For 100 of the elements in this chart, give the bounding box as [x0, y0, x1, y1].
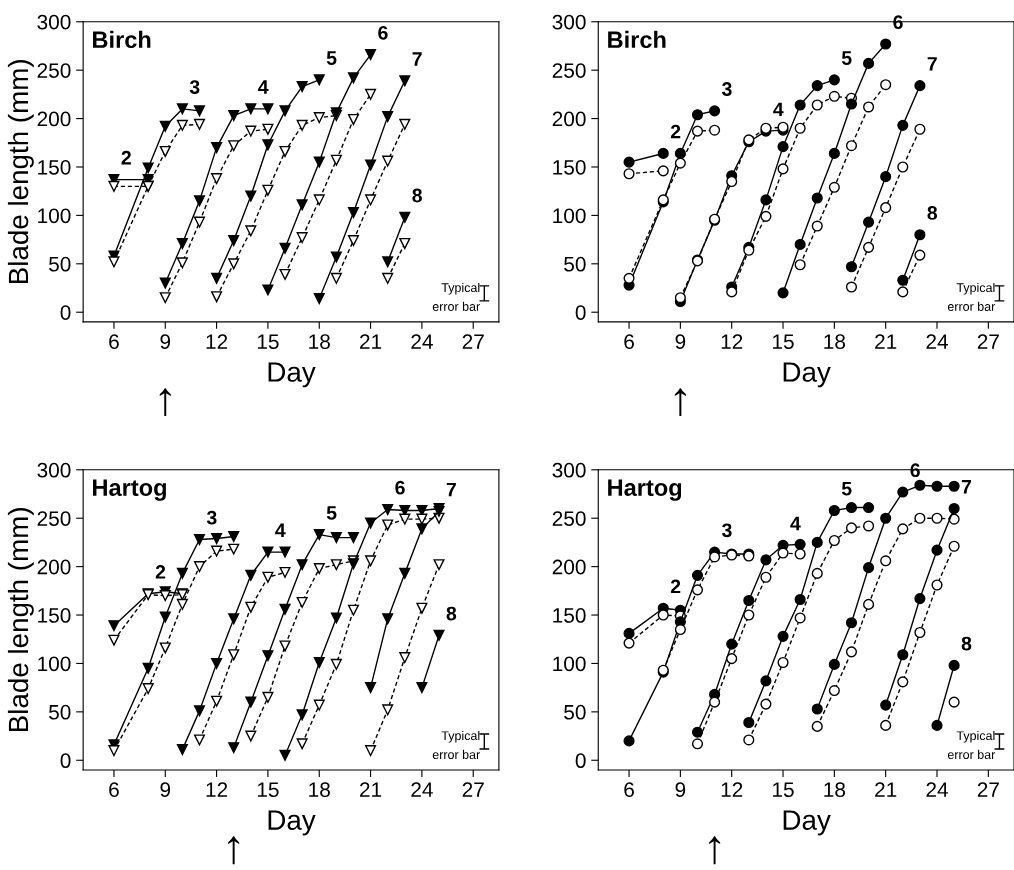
y-tick-label: 50: [564, 704, 586, 720]
x-tick-label: 12: [206, 334, 228, 349]
x-tick-label: 15: [773, 782, 794, 798]
x-tick-label: 15: [257, 782, 279, 798]
x-tick-label: 9: [675, 782, 686, 798]
chart-title: Hartog: [608, 479, 682, 501]
y-tick-label: 50: [49, 704, 71, 720]
x-tick-label: 9: [675, 334, 686, 350]
y-tick-label: 0: [575, 753, 586, 769]
y-tick-label: 200: [552, 111, 586, 127]
x-tick-label: 24: [926, 334, 948, 349]
x-tick-label: 12: [206, 782, 228, 797]
annotation: Typical error bar: [947, 730, 996, 760]
annotation: 4: [258, 80, 269, 94]
y-tick-label: 0: [575, 305, 586, 320]
x-tick-label: 15: [773, 334, 794, 350]
y-tick-label: 300: [37, 14, 71, 30]
x-tick-label: 21: [360, 334, 382, 349]
annotation: 2: [670, 124, 681, 139]
y-tick-label: 100: [38, 656, 71, 672]
y-tick-label: 150: [553, 608, 586, 623]
annotation: 5: [841, 481, 852, 496]
x-tick-label: 27: [462, 782, 484, 797]
annotation: Typical error bar: [432, 730, 480, 760]
y-tick-label: 100: [553, 656, 586, 672]
y-tick-label: 0: [60, 753, 71, 769]
x-tick-label: 18: [824, 334, 846, 350]
chart-title: Birch: [608, 30, 666, 49]
y-axis-title: Blade length (mm): [7, 508, 34, 732]
x-tick-label: 6: [109, 782, 119, 798]
chart-title: Hartog: [93, 479, 166, 501]
y-tick-label: 300: [552, 462, 586, 478]
text: ↑: [228, 836, 240, 865]
y-tick-label: 200: [37, 111, 71, 127]
x-tick-label: 15: [257, 334, 279, 350]
annotation: 4: [790, 516, 801, 531]
annotation: 6: [378, 25, 388, 40]
annotation: 7: [412, 52, 422, 66]
y-axis-title: Blade length (mm): [7, 60, 34, 284]
x-tick-label: 18: [309, 334, 330, 350]
annotation: 5: [326, 51, 337, 65]
annotation: 5: [841, 51, 852, 65]
annotation: 3: [721, 523, 732, 538]
x-tick-label: 6: [624, 334, 634, 350]
annotation: 2: [670, 579, 681, 594]
y-tick-label: 250: [552, 511, 586, 526]
x-axis-title: Day: [268, 810, 316, 836]
annotation: 7: [446, 482, 456, 497]
y-tick-label: 200: [37, 559, 71, 575]
annotation: 8: [412, 188, 422, 203]
annotation: 4: [773, 102, 784, 117]
y-tick-label: 250: [37, 511, 71, 526]
chart-title: Birch: [93, 30, 151, 49]
y-tick-label: 150: [553, 159, 586, 175]
x-tick-label: 12: [721, 782, 743, 797]
x-tick-label: 21: [875, 334, 897, 349]
x-tick-label: 18: [309, 782, 330, 798]
annotation: 8: [446, 606, 457, 621]
y-tick-label: 250: [37, 63, 71, 78]
x-tick-label: 24: [411, 334, 433, 349]
annotation: Typical error bar: [947, 282, 996, 311]
text: ↑: [674, 388, 686, 417]
annotation: 3: [189, 80, 200, 94]
y-tick-label: 50: [49, 256, 71, 272]
annotation: Typical error bar: [432, 282, 480, 311]
x-tick-label: 27: [977, 782, 999, 797]
x-tick-label: 9: [160, 782, 171, 798]
annotation: 2: [121, 150, 131, 165]
x-axis-title: Day: [783, 810, 831, 836]
annotation: 6: [395, 480, 405, 495]
annotation: 8: [961, 636, 972, 651]
y-tick-label: 100: [38, 208, 71, 224]
annotation: 7: [961, 480, 972, 494]
x-tick-label: 9: [160, 334, 171, 350]
y-tick-label: 200: [552, 559, 586, 575]
annotation: 4: [275, 523, 286, 537]
annotation: 7: [927, 57, 937, 71]
annotation: 2: [155, 565, 166, 579]
x-tick-label: 21: [360, 782, 382, 797]
text: ↑: [159, 388, 171, 417]
annotation: 5: [326, 506, 337, 520]
x-tick-label: 27: [462, 334, 484, 349]
y-tick-label: 300: [37, 462, 71, 478]
x-axis-title: Day: [783, 362, 831, 388]
annotation: 8: [927, 206, 938, 220]
y-tick-label: 300: [552, 14, 586, 30]
x-tick-label: 21: [875, 782, 897, 797]
y-tick-label: 0: [60, 305, 71, 320]
x-tick-label: 27: [977, 334, 999, 349]
y-tick-label: 250: [552, 63, 586, 78]
x-tick-label: 12: [721, 334, 743, 349]
x-tick-label: 6: [109, 334, 119, 350]
y-tick-label: 100: [553, 208, 586, 224]
annotation: 3: [721, 82, 732, 96]
x-tick-label: 18: [824, 782, 846, 798]
annotation: 3: [206, 510, 217, 525]
y-tick-label: 50: [564, 256, 586, 272]
x-tick-label: 24: [926, 782, 948, 797]
x-tick-label: 24: [411, 782, 433, 797]
text: ↑: [709, 836, 721, 865]
